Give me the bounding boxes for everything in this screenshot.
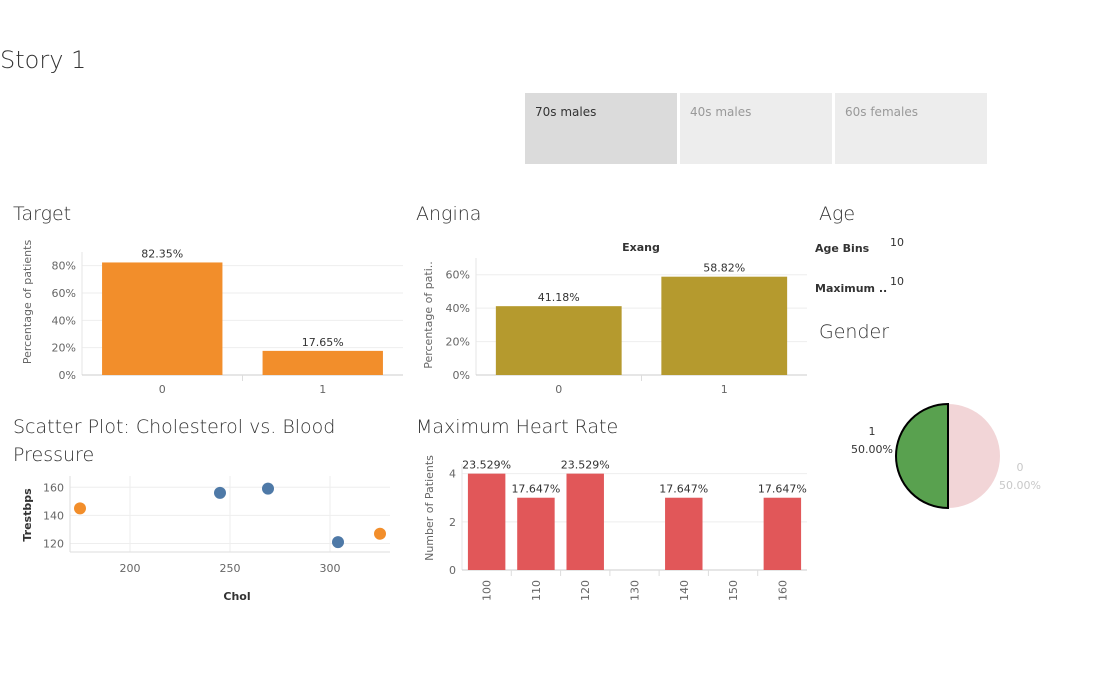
angina-ytick-label: 40% — [446, 302, 470, 315]
target-xtick-label: 1 — [319, 383, 326, 396]
maximum-label: Maximum .. — [815, 282, 888, 295]
heart-data-label: 17.647% — [511, 483, 560, 496]
target-data-label: 17.65% — [302, 336, 344, 349]
heart-bar — [763, 497, 802, 570]
heart-xtick-label: 140 — [678, 580, 691, 601]
angina-data-label: 41.18% — [538, 291, 580, 304]
angina-ytick-label: 20% — [446, 336, 470, 349]
target-chart: Percentage of patients 0% 20% 40% 60% 80% 82.… — [21, 240, 403, 396]
target-bar — [262, 350, 383, 375]
scatter-chart: Chol Trestbps 200 250 300 120 140 160 — [21, 476, 390, 603]
heart-xtick-label: 150 — [727, 580, 740, 601]
angina-ytick-label: 60% — [446, 269, 470, 282]
angina-ytick-label: 0% — [453, 369, 470, 382]
heart-ytick-label: 2 — [449, 516, 456, 529]
scatter-xtick-label: 250 — [220, 562, 241, 575]
scatter-ytick-label: 140 — [43, 509, 64, 522]
story-title: Story 1 — [0, 46, 87, 74]
scatter-xtick-label: 300 — [320, 562, 341, 575]
angina-chart: Exang Percentage of pati.. 0% 20% 40% 60% 41… — [422, 241, 807, 396]
heart-xtick-label: 130 — [629, 580, 642, 601]
maximum-value: 10 — [890, 275, 904, 288]
target-ytick-label: 0% — [59, 369, 76, 382]
heart-xtick-label: 100 — [481, 580, 494, 601]
pie-percent-0: 50.00% — [999, 479, 1041, 492]
gender-title: Gender — [819, 321, 890, 343]
scatter-ylabel: Trestbps — [21, 488, 34, 542]
scatter-xtick-label: 200 — [120, 562, 141, 575]
heart-bar — [517, 497, 555, 570]
target-xtick-label: 0 — [159, 383, 166, 396]
heart-rate-chart: Number of Patients 0 2 4 23.529% 100 17.647% 1… — [423, 455, 807, 601]
heart-ytick-label: 0 — [449, 564, 456, 577]
angina-data-label: 58.82% — [703, 262, 745, 275]
scatter-xlabel: Chol — [223, 590, 250, 603]
tab-40s-males[interactable]: 40s males — [680, 93, 832, 164]
pie-label-1: 1 — [869, 425, 876, 438]
heart-bar — [566, 473, 604, 570]
pie-percent-1: 50.00% — [851, 443, 893, 456]
angina-header: Exang — [622, 241, 660, 254]
age-title: Age — [819, 203, 856, 225]
scatter-point — [74, 502, 86, 515]
tab-60s-females[interactable]: 60s females — [835, 93, 987, 164]
gender-pie: 1 50.00% 0 50.00% — [851, 402, 1041, 510]
angina-xtick-label: 0 — [555, 383, 562, 396]
target-ytick-label: 20% — [52, 342, 76, 355]
scatter-title: Scatter Plot: Cholesterol vs. Blood Pres… — [13, 416, 336, 466]
scatter-ytick-label: 160 — [43, 481, 64, 494]
target-data-label: 82.35% — [141, 247, 183, 260]
target-ytick-label: 80% — [52, 260, 76, 273]
heart-xtick-label: 160 — [776, 580, 789, 601]
angina-ylabel: Percentage of pati.. — [422, 261, 435, 369]
age-bins-value: 10 — [890, 236, 904, 249]
heart-ytick-label: 4 — [449, 468, 456, 481]
age-bins-label: Age Bins — [815, 242, 870, 255]
pie-slice-1 — [895, 402, 949, 510]
heart-xtick-label: 110 — [530, 580, 543, 601]
scatter-point — [374, 527, 386, 540]
scatter-point — [262, 482, 274, 495]
scatter-point — [332, 536, 344, 549]
heart-xtick-label: 120 — [579, 580, 592, 601]
heart-bar — [467, 473, 506, 570]
angina-xtick-label: 1 — [721, 383, 728, 396]
scatter-point — [214, 486, 226, 499]
heart-data-label: 17.647% — [758, 483, 807, 496]
pie-label-0: 0 — [1017, 461, 1024, 474]
scatter-ytick-label: 120 — [43, 538, 64, 551]
heart-data-label: 17.647% — [659, 483, 708, 496]
tab-70s-males[interactable]: 70s males — [525, 93, 677, 164]
angina-bar — [661, 276, 788, 375]
heart-ylabel: Number of Patients — [423, 455, 436, 561]
angina-bar — [495, 306, 622, 375]
target-bar — [102, 262, 223, 375]
target-ytick-label: 40% — [52, 314, 76, 327]
target-ytick-label: 60% — [52, 287, 76, 300]
heart-data-label: 23.529% — [561, 459, 610, 472]
target-ylabel: Percentage of patients — [21, 240, 34, 365]
heart-rate-title: Maximum Heart Rate — [416, 416, 619, 438]
heart-bar — [665, 497, 703, 570]
heart-data-label: 23.529% — [462, 459, 511, 472]
pie-slice-0 — [948, 404, 1000, 508]
angina-title: Angina — [416, 203, 482, 225]
target-title: Target — [13, 203, 72, 225]
